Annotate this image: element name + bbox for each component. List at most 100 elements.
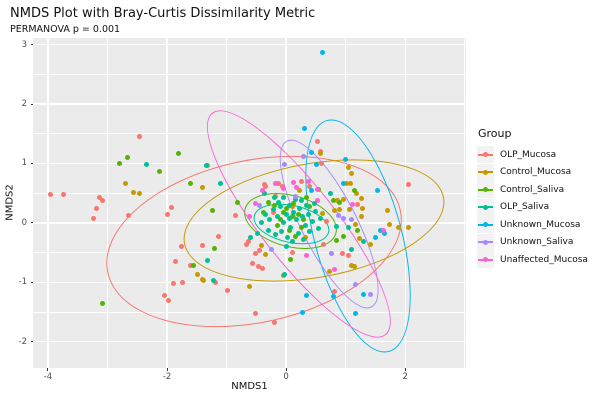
y-tick-mark [30, 162, 33, 164]
data-point-Unknown_Mucosa [377, 227, 383, 233]
data-point-OLP_Saliva [307, 229, 313, 235]
data-point-OLP_Mucosa [307, 183, 313, 189]
data-point-Control_Saliva [292, 233, 298, 239]
data-point-OLP_Saliva [333, 223, 339, 229]
data-point-Control_Mucosa [353, 222, 359, 228]
legend-key-dot-icon [483, 152, 488, 158]
x-tick-mark [166, 368, 168, 371]
data-point-Control_Mucosa [259, 243, 265, 248]
data-point-OLP_Mucosa [169, 204, 175, 210]
legend-item-label: Control_Mucosa [500, 167, 572, 178]
x-tick-label: -2 [162, 372, 172, 382]
data-point-OLP_Mucosa [171, 281, 177, 287]
data-point-Unknown_Saliva [336, 212, 342, 218]
data-point-Control_Saliva [234, 199, 240, 205]
data-point-OLP_Saliva [274, 214, 280, 220]
data-point-OLP_Mucosa [318, 160, 324, 166]
data-point-Control_Mucosa [246, 284, 252, 290]
data-point-Control_Mucosa [359, 196, 365, 202]
data-point-OLP_Mucosa [255, 264, 261, 270]
data-point-Control_Mucosa [395, 225, 401, 231]
data-point-OLP_Saliva [301, 237, 307, 243]
data-point-OLP_Saliva [306, 211, 312, 217]
x-tick-label: 0 [283, 372, 289, 382]
gridline-major-x [404, 38, 406, 368]
legend-item-label: Unaffected_Mucosa [500, 254, 588, 265]
y-tick-mark [30, 222, 33, 224]
legend-item-label: Unknown_Mucosa [500, 219, 581, 230]
gridline-major-y [33, 103, 466, 105]
data-point-Control_Mucosa [351, 264, 357, 270]
data-point-Control_Mucosa [199, 185, 205, 191]
data-point-OLP_Saliva [218, 181, 224, 187]
legend-item-Unknown_Mucosa: Unknown_Mucosa [477, 216, 588, 234]
data-point-OLP_Saliva [313, 208, 319, 214]
data-point-OLP_Mucosa [276, 180, 282, 186]
y-tick-label: -1 [18, 277, 27, 288]
data-point-OLP_Mucosa [323, 219, 329, 225]
data-point-Control_Saliva [283, 205, 289, 211]
data-point-Unaffected_Mucosa [290, 179, 296, 185]
data-point-Unaffected_Mucosa [280, 185, 286, 191]
data-point-Control_Mucosa [263, 251, 269, 257]
x-tick-mark [285, 368, 287, 371]
data-point-OLP_Mucosa [299, 179, 305, 185]
data-point-OLP_Saliva [210, 278, 216, 284]
data-point-OLP_Mucosa [100, 197, 106, 203]
data-point-Control_Mucosa [347, 180, 353, 186]
data-point-OLP_Saliva [262, 211, 268, 217]
x-tick-label: 2 [402, 372, 408, 382]
gridline-minor-x [464, 38, 466, 368]
legend-key [477, 146, 494, 164]
data-point-Control_Mucosa [122, 180, 128, 186]
data-point-OLP_Saliva [296, 205, 302, 211]
data-point-OLP_Saliva [281, 271, 287, 277]
data-point-OLP_Mucosa [162, 292, 168, 298]
data-point-OLP_Mucosa [199, 243, 205, 248]
data-point-Control_Saliva [188, 181, 194, 187]
data-point-Control_Saliva [301, 217, 307, 223]
data-point-Control_Mucosa [349, 171, 355, 177]
gridline-minor-x [107, 38, 108, 368]
data-point-OLP_Mucosa [225, 287, 231, 293]
data-point-OLP_Saliva [283, 211, 289, 217]
data-point-Control_Mucosa [406, 225, 412, 231]
data-point-Unknown_Mucosa [309, 150, 315, 156]
data-point-OLP_Saliva [361, 238, 367, 244]
data-point-OLP_Mucosa [126, 213, 132, 219]
x-tick-mark [404, 368, 406, 371]
data-point-OLP_Mucosa [216, 233, 222, 239]
data-point-Control_Saliva [211, 245, 217, 251]
data-point-OLP_Saliva [284, 235, 290, 241]
data-point-Unknown_Mucosa [343, 156, 349, 162]
data-point-Unaffected_Mucosa [293, 184, 299, 190]
data-point-Control_Saliva [354, 227, 360, 233]
data-point-OLP_Mucosa [246, 238, 252, 244]
data-point-OLP_Saliva [327, 191, 333, 197]
legend-key-dot-icon [483, 239, 488, 245]
data-point-OLP_Mucosa [165, 298, 171, 304]
data-point-OLP_Saliva [258, 220, 264, 226]
legend-item-Control_Saliva: Control_Saliva [477, 181, 588, 199]
legend-item-label: Control_Saliva [500, 184, 565, 195]
data-point-Unknown_Mucosa [319, 49, 325, 55]
data-point-Control_Mucosa [297, 187, 303, 193]
data-point-OLP_Mucosa [48, 191, 54, 197]
data-point-OLP_Mucosa [252, 250, 258, 256]
data-point-Unknown_Saliva [256, 202, 262, 208]
data-point-Control_Saliva [334, 238, 340, 244]
legend-items: OLP_Mucosa Control_Mucosa Control_Saliva OL… [477, 146, 588, 269]
y-tick-label: 0 [21, 217, 27, 228]
data-point-Unaffected_Mucosa [304, 252, 310, 258]
data-point-Unknown_Mucosa [375, 188, 381, 194]
data-point-Control_Saliva [156, 168, 162, 174]
legend-item-label: OLP_Mucosa [500, 149, 557, 160]
data-point-Control_Saliva [125, 155, 131, 160]
legend-key [477, 181, 494, 199]
data-point-OLP_Saliva [298, 197, 304, 203]
legend-item-OLP_Saliva: OLP_Saliva [477, 198, 588, 217]
data-point-Unknown_Saliva [348, 216, 354, 222]
legend-item-Control_Mucosa: Control_Mucosa [477, 163, 588, 182]
chart-title: NMDS Plot with Bray-Curtis Dissimilarity… [10, 6, 316, 21]
legend-key-dot-icon [483, 169, 488, 175]
